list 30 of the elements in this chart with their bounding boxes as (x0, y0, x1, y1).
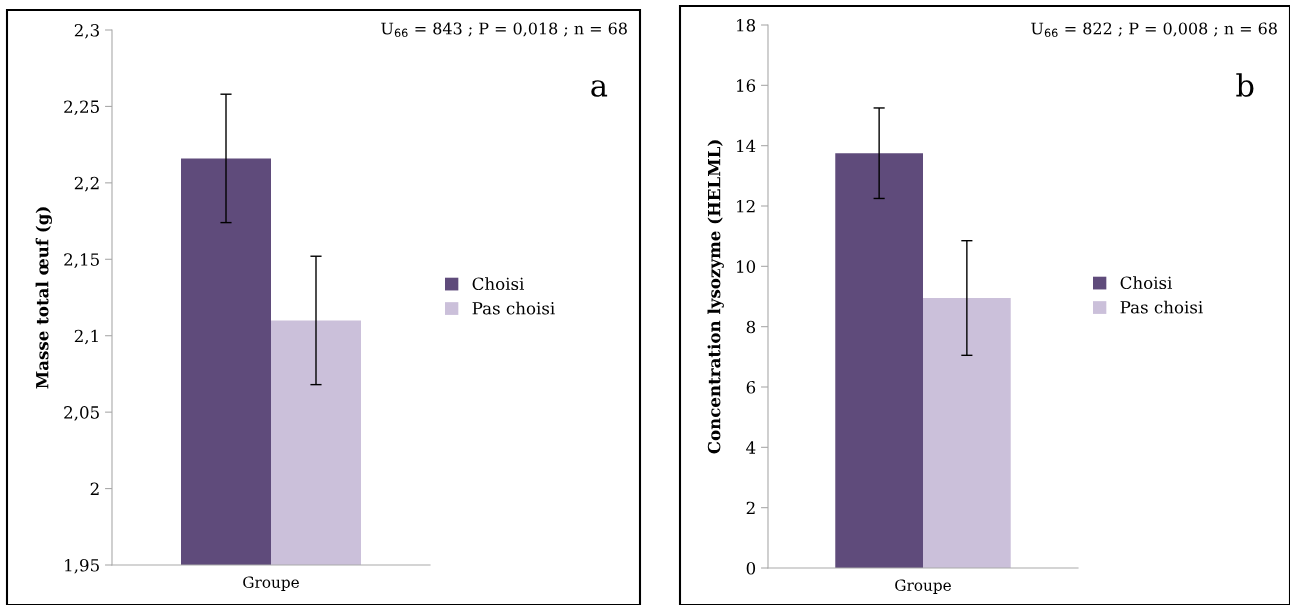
y-tick-label: 2,3 (74, 23, 99, 39)
y-tick-label: 2 (90, 482, 99, 495)
y-tick-label: 12 (737, 199, 755, 213)
y-tick-label: 18 (737, 18, 756, 32)
y-tick-label: 2 (746, 501, 755, 514)
y-tick-label: 2,15 (64, 253, 99, 268)
y-axis-title: Masse total œuf (g) (35, 207, 52, 389)
x-tick-label: Groupe (243, 576, 299, 591)
y-tick-label: 14 (737, 139, 756, 152)
legend-label: Choisi (1120, 276, 1173, 290)
text: b (1236, 73, 1254, 97)
y-tick-label: 6 (746, 380, 756, 394)
y-tick-label: 2,2 (74, 176, 99, 192)
y-tick-label: 8 (746, 320, 756, 334)
text: U$_{66}$ = 822 ; P = 0,008 ; n = 68 (1031, 22, 1277, 38)
legend-label: Pas choisi (1120, 300, 1203, 314)
x-tick-label: Groupe (895, 579, 951, 594)
y-tick-label: 2,25 (64, 100, 99, 116)
y-tick-label: 2,1 (74, 329, 98, 345)
y-tick-label: 16 (737, 79, 756, 92)
y-tick-label: 4 (746, 441, 756, 454)
text: a (591, 80, 608, 97)
legend-label: Choisi (472, 277, 525, 291)
y-axis-title: Concentration lysozyme (HELML) (707, 140, 724, 454)
y-tick-label: 0 (746, 561, 756, 575)
y-tick-label: 10 (737, 260, 756, 273)
y-tick-label: 1,95 (65, 558, 99, 574)
legend-label: Pas choisi (472, 301, 555, 315)
text: U$_{66}$ = 843 ; P = 0,018 ; n = 68 (381, 22, 627, 38)
y-tick-label: 2,05 (64, 406, 99, 421)
